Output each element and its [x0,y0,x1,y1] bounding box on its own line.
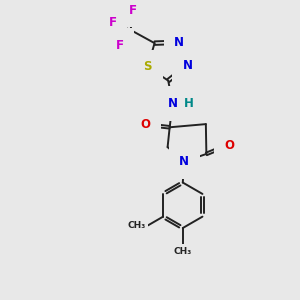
Text: S: S [143,60,152,74]
Text: O: O [225,139,235,152]
Text: N: N [168,97,178,110]
Text: N: N [183,59,193,72]
Text: N: N [174,36,184,49]
Text: F: F [116,39,124,52]
Text: N: N [179,155,189,168]
Text: H: H [184,97,194,110]
Text: F: F [109,16,117,29]
Text: CH₃: CH₃ [174,247,192,256]
Text: CH₃: CH₃ [128,221,146,230]
Text: F: F [129,4,137,17]
Text: O: O [140,118,150,131]
